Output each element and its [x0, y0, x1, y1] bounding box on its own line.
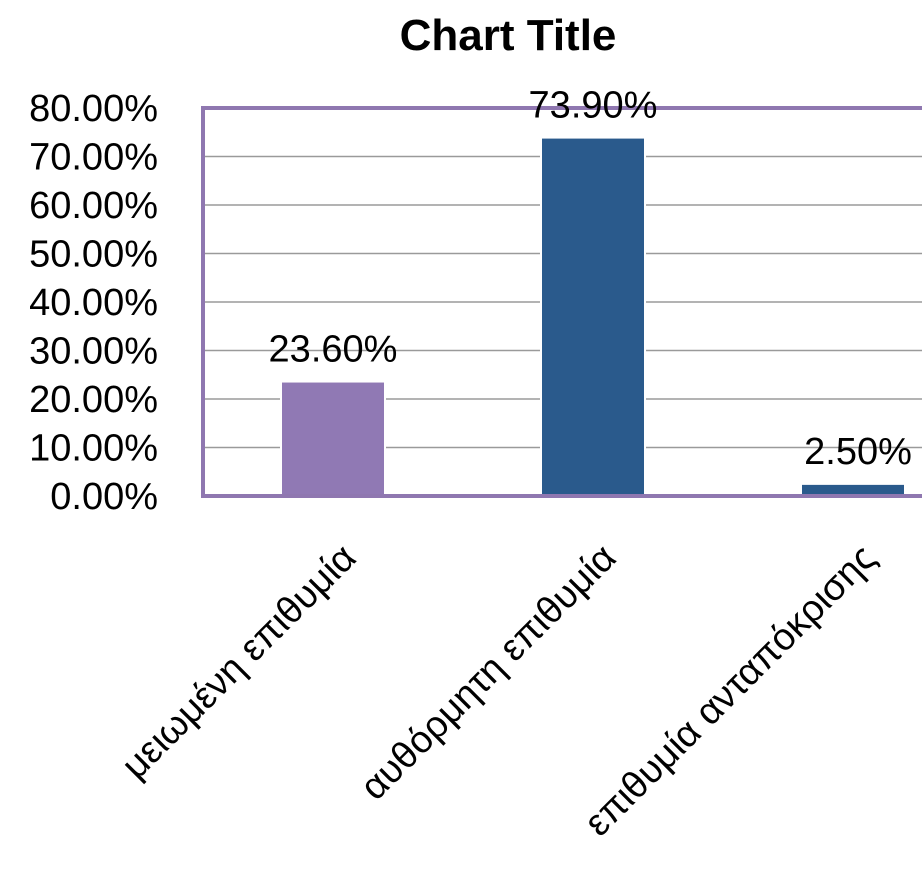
category-label-1: μειωμένη επιθυμία — [114, 537, 365, 788]
data-label-2: 73.90% — [529, 85, 658, 127]
plot-area-frame — [201, 106, 922, 498]
y-tick-label: 0.00% — [50, 476, 158, 518]
y-tick-label: 60.00% — [29, 185, 158, 227]
y-tick-label: 10.00% — [29, 428, 158, 470]
category-label-3: επιθυμία ανταπόκρισης — [577, 537, 885, 845]
y-tick-label: 80.00% — [29, 88, 158, 130]
bar-2 — [540, 136, 646, 498]
y-tick-label: 20.00% — [29, 379, 158, 421]
chart-title: Chart Title — [400, 11, 617, 60]
y-tick-label: 30.00% — [29, 331, 158, 373]
y-tick-label: 40.00% — [29, 282, 158, 324]
y-axis-tick-labels: 0.00% 10.00% 20.00% 30.00% 40.00% 50.00% 60.00… — [29, 88, 158, 518]
y-tick-label: 50.00% — [29, 234, 158, 276]
data-label-3: 2.50% — [804, 431, 912, 473]
data-labels: 23.60% 73.90% 2.50% — [269, 85, 912, 473]
y-tick-label: 70.00% — [29, 137, 158, 179]
bar-1 — [280, 380, 386, 498]
category-label-2: αυθόρμητη επιθυμία — [353, 537, 625, 809]
data-label-1: 23.60% — [269, 329, 398, 371]
